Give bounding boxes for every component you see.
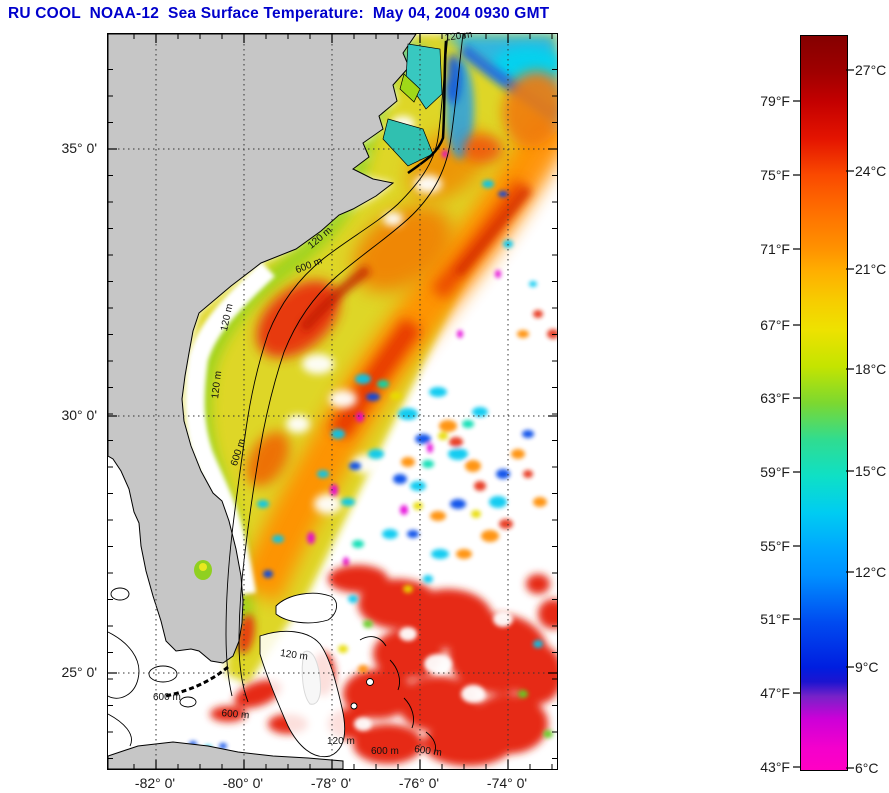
florida-keys <box>165 665 229 698</box>
sounds-layer <box>382 43 443 167</box>
colorbar-fahrenheit-label: 59°F <box>760 464 790 480</box>
colorbar-fahrenheit-label: 55°F <box>760 538 790 554</box>
contour-layer <box>108 34 464 758</box>
colorbar-celsius-label: 27°C <box>855 62 887 78</box>
longitude-tick-label: -76° 0' <box>398 775 440 791</box>
colorbar-fahrenheit-label: 47°F <box>760 685 790 701</box>
colorbar-fahrenheit-label: 51°F <box>760 611 790 627</box>
colorbar-celsius-label: 9°C <box>855 659 879 675</box>
colorbar-fahrenheit-label: 71°F <box>760 241 790 257</box>
longitude-tick-label: -82° 0' <box>134 775 176 791</box>
colorbar-fahrenheit-label: 75°F <box>760 167 790 183</box>
isobath-label: 120 m <box>327 736 355 747</box>
latitude-tick-label: 30° 0' <box>61 407 97 423</box>
colorbar-fahrenheit-label: 79°F <box>760 93 790 109</box>
longitude-tick-label: -80° 0' <box>222 775 264 791</box>
isobath-label: 600 m <box>153 692 181 703</box>
longitude-tick-label: -74° 0' <box>486 775 528 791</box>
colorbar-celsius-label: 18°C <box>855 361 887 377</box>
isobath-label: 600 m <box>371 746 399 757</box>
sst-map <box>107 33 558 770</box>
colorbar-celsius-label: 12°C <box>855 564 887 580</box>
colorbar-fahrenheit-label: 63°F <box>760 390 790 406</box>
latitude-tick-label: 35° 0' <box>61 140 97 156</box>
latitude-tick-label: 25° 0' <box>61 664 97 680</box>
colorbar-celsius-label: 6°C <box>855 760 879 776</box>
colorbar-celsius-label: 21°C <box>855 261 887 277</box>
colorbar-fahrenheit-label: 43°F <box>760 759 790 775</box>
colorbar-gradient <box>800 35 848 771</box>
colorbar-fahrenheit-label: 67°F <box>760 317 790 333</box>
sst-map-svg <box>108 34 557 769</box>
colorbar-celsius-label: 15°C <box>855 463 887 479</box>
lake-okeechobee <box>194 560 212 580</box>
colorbar-celsius-label: 24°C <box>855 163 887 179</box>
longitude-tick-label: -78° 0' <box>310 775 352 791</box>
page-title: RU COOL NOAA-12 Sea Surface Temperature:… <box>8 5 550 22</box>
isobath-label: 600 m <box>221 708 250 722</box>
